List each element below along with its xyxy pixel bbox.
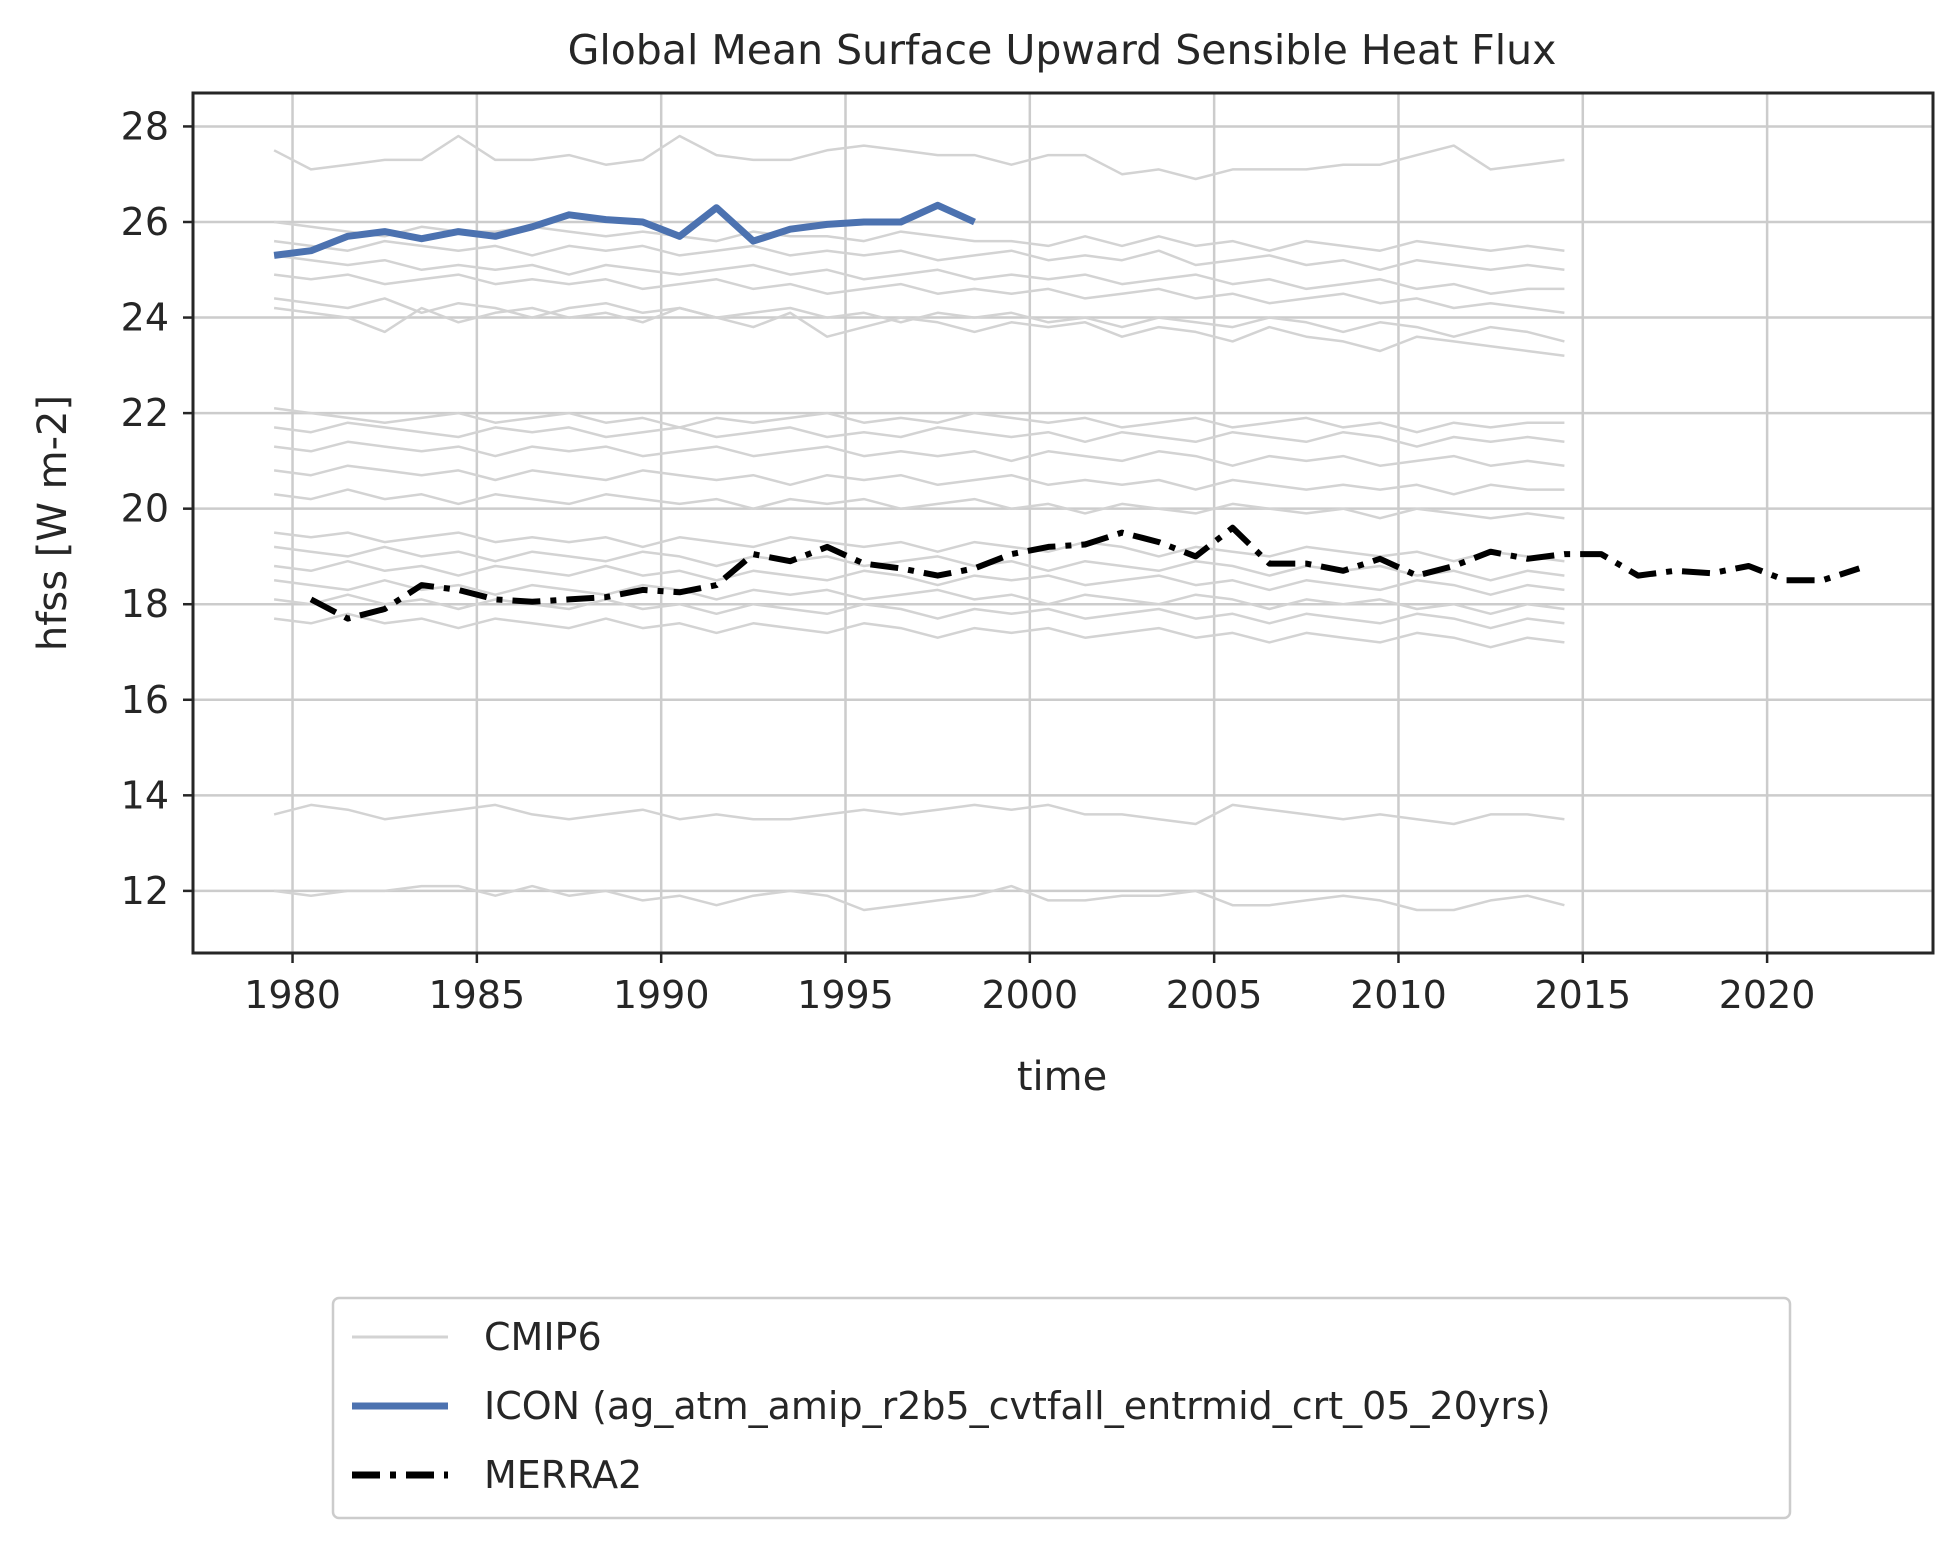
y-tick-label: 14 xyxy=(121,773,169,817)
y-tick-label: 18 xyxy=(121,582,169,626)
y-tick-label: 12 xyxy=(121,869,169,913)
plot-frame xyxy=(191,91,1935,955)
y-tick-label: 20 xyxy=(121,487,169,531)
y-tick-label: 28 xyxy=(121,104,169,148)
merra2-line xyxy=(309,524,1861,622)
x-tick-label: 2015 xyxy=(1534,973,1631,1017)
cmip6-member-line xyxy=(273,464,1565,496)
y-tick-label: 24 xyxy=(121,296,169,340)
cmip6-member-line xyxy=(273,306,1565,358)
chart-title: Global Mean Surface Upward Sensible Heat… xyxy=(568,26,1557,74)
axis-ticks: 1980 1985 1990 1995 2000 2005 2010 2015 2020 12 14… xyxy=(121,104,1816,1017)
cmip6-member-line xyxy=(273,421,1565,448)
legend-frame xyxy=(331,1296,1792,1520)
cmip6-member-line xyxy=(273,803,1565,826)
cmip6-member-line xyxy=(273,407,1565,434)
legend-label-icon: ICON (ag_atm_amip_r2b5_cvtfall_entrmid_c… xyxy=(484,1384,1551,1428)
cmip6-member-line xyxy=(273,559,1565,596)
legend-label-merra2: MERRA2 xyxy=(484,1453,642,1497)
cmip6-member-line xyxy=(273,297,1565,343)
legend: CMIP6 ICON (ag_atm_amip_r2b5_cvtfall_ent… xyxy=(331,1296,1792,1520)
cmip6-member-line xyxy=(273,884,1565,912)
cmip6-member-line xyxy=(273,593,1565,630)
cmip6-member-line xyxy=(273,254,1565,295)
legend-label-cmip6: CMIP6 xyxy=(484,1315,602,1359)
grid xyxy=(193,93,1933,953)
x-tick-label: 1995 xyxy=(797,973,894,1017)
cmip6-member-line xyxy=(273,273,1565,315)
y-tick-label: 22 xyxy=(121,391,169,435)
cmip6-member-line xyxy=(273,134,1565,181)
x-tick-label: 2010 xyxy=(1350,973,1447,1017)
x-tick-label: 2000 xyxy=(981,973,1078,1017)
y-tick-label: 16 xyxy=(121,678,169,722)
cmip6-member-line xyxy=(273,488,1565,520)
x-axis-label: time xyxy=(1017,1054,1107,1100)
icon-line xyxy=(273,201,976,259)
cmip6-member-line xyxy=(273,545,1565,582)
cmip6-member-line xyxy=(273,239,1565,272)
x-tick-label: 1985 xyxy=(428,973,525,1017)
cmip6-member-line xyxy=(273,612,1565,649)
y-tick-label: 26 xyxy=(121,200,169,244)
x-tick-label: 2005 xyxy=(1166,973,1263,1017)
x-tick-label: 1980 xyxy=(244,973,341,1017)
y-axis-label: hfss [W m-2] xyxy=(30,395,76,651)
cmip6-member-line xyxy=(273,440,1565,467)
cmip6-member-line xyxy=(273,579,1565,616)
cmip6-ensemble xyxy=(273,134,1565,912)
cmip6-member-line xyxy=(273,220,1565,252)
cmip6-member-line xyxy=(273,531,1565,563)
x-tick-label: 2020 xyxy=(1719,973,1816,1017)
main-series xyxy=(273,201,1861,622)
x-tick-label: 1990 xyxy=(613,973,710,1017)
